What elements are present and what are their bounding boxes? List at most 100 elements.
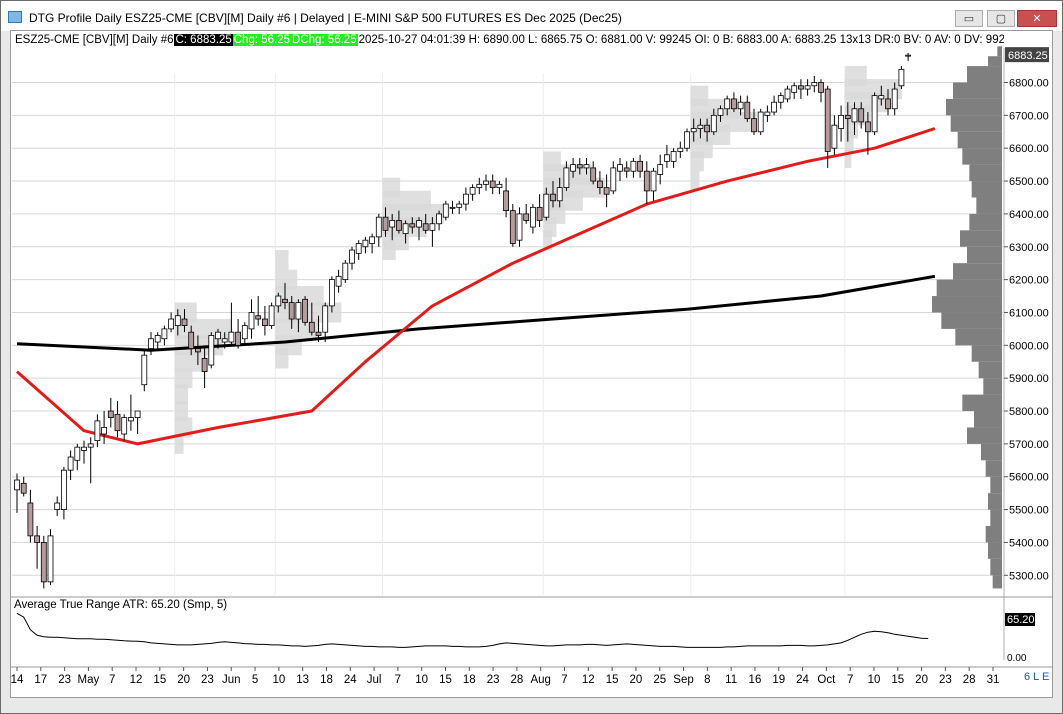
session-profile-bar xyxy=(275,249,289,270)
candle-body xyxy=(603,187,610,195)
candle xyxy=(516,207,523,247)
candle-body xyxy=(215,331,221,340)
candle-body xyxy=(288,302,295,320)
atr-title: Average True Range ATR: 65.20 (Smp, 5) xyxy=(14,599,227,611)
candle-body xyxy=(436,213,443,225)
candle-body xyxy=(777,95,784,103)
candle xyxy=(563,161,570,191)
candle xyxy=(757,108,764,136)
candle xyxy=(503,177,510,218)
candle xyxy=(416,217,422,241)
candle xyxy=(215,328,221,349)
candle-body xyxy=(496,183,503,189)
candle-body xyxy=(751,118,757,133)
time-tick-label: Jun xyxy=(222,674,241,686)
volume-profile-bar xyxy=(971,181,1002,198)
time-tick-label: 7 xyxy=(395,674,401,686)
candle-body xyxy=(597,180,603,189)
candle xyxy=(657,154,664,185)
time-tick-label: 23 xyxy=(939,674,952,686)
last-price-marker xyxy=(1005,47,1049,63)
candle xyxy=(811,75,818,93)
candle xyxy=(858,102,865,129)
candle xyxy=(201,345,208,389)
minimize-button[interactable]: ▭ xyxy=(955,10,983,27)
candle xyxy=(148,332,154,356)
candle-body xyxy=(355,243,362,254)
candle xyxy=(650,167,657,201)
candle xyxy=(74,443,81,471)
candle-body xyxy=(40,542,47,583)
session-profile-bar xyxy=(174,368,193,389)
maximize-button[interactable]: ▢ xyxy=(987,10,1015,27)
candle xyxy=(784,85,791,103)
time-tick-label: Oct xyxy=(817,674,836,686)
candle xyxy=(844,102,851,142)
price-tick-label: 6000.00 xyxy=(1009,340,1049,352)
candle xyxy=(543,187,550,221)
candle-body xyxy=(34,535,40,543)
session-profile-bar xyxy=(690,171,700,192)
candle-body xyxy=(731,98,737,110)
session-profile-bar xyxy=(174,401,188,422)
volume-profile-bar xyxy=(974,411,1002,428)
candle xyxy=(134,410,141,435)
candle xyxy=(389,213,396,241)
time-tick-label: 18 xyxy=(463,674,476,686)
candle xyxy=(27,489,34,543)
time-tick-label: 14 xyxy=(11,674,24,686)
time-tick-label: 20 xyxy=(915,674,928,686)
candle-body xyxy=(764,111,771,116)
candle-body xyxy=(898,68,905,87)
candle xyxy=(771,95,777,116)
close-button[interactable]: ✕ xyxy=(1017,10,1057,27)
candle xyxy=(114,401,121,438)
time-tick-label: 10 xyxy=(868,674,881,686)
candle xyxy=(523,204,530,224)
price-tick-label: 5500.00 xyxy=(1009,505,1049,517)
candle-body xyxy=(878,95,885,100)
candle-body xyxy=(389,220,396,228)
candle-body xyxy=(791,85,798,93)
candle xyxy=(409,217,416,234)
volume-profile-bar xyxy=(978,361,1002,379)
candle-body xyxy=(228,331,235,343)
candle-body xyxy=(704,124,710,133)
price-tick-label: 5700.00 xyxy=(1009,439,1049,451)
time-tick-label: 16 xyxy=(749,674,762,686)
volume-profile-bar xyxy=(950,115,1002,132)
title-bar[interactable]: DTG Profile Daily ESZ25-CME [CBV][M] Dai… xyxy=(1,1,1062,31)
time-tick-label: 7 xyxy=(109,674,115,686)
candle xyxy=(603,174,610,208)
volume-profile-bar xyxy=(981,443,1002,461)
candle-body xyxy=(235,331,242,346)
candle xyxy=(322,302,329,343)
candle xyxy=(127,394,134,431)
candle-body xyxy=(858,108,865,123)
time-tick-label: 10 xyxy=(272,674,285,686)
candle-body xyxy=(543,193,550,218)
candle xyxy=(47,529,54,586)
candle-body xyxy=(174,315,181,327)
candle xyxy=(261,305,268,336)
candle xyxy=(382,207,389,237)
candle xyxy=(355,240,362,260)
candle xyxy=(476,177,483,195)
bottom-right-label: 6 L E xyxy=(1022,671,1052,683)
candle-body xyxy=(221,338,228,343)
candle xyxy=(188,325,195,356)
candle-body xyxy=(74,446,81,461)
candle-body xyxy=(161,328,168,340)
candle-body xyxy=(811,82,818,87)
volume-profile-bar xyxy=(997,46,1002,57)
candle-body xyxy=(637,160,643,172)
candle-body xyxy=(798,85,804,90)
candle-body xyxy=(181,318,188,327)
candle xyxy=(369,233,376,254)
candle xyxy=(590,161,597,185)
candle-body xyxy=(804,85,811,90)
candle-body xyxy=(462,193,469,205)
volume-profile-bar xyxy=(962,394,1002,412)
candle-body xyxy=(865,121,871,133)
